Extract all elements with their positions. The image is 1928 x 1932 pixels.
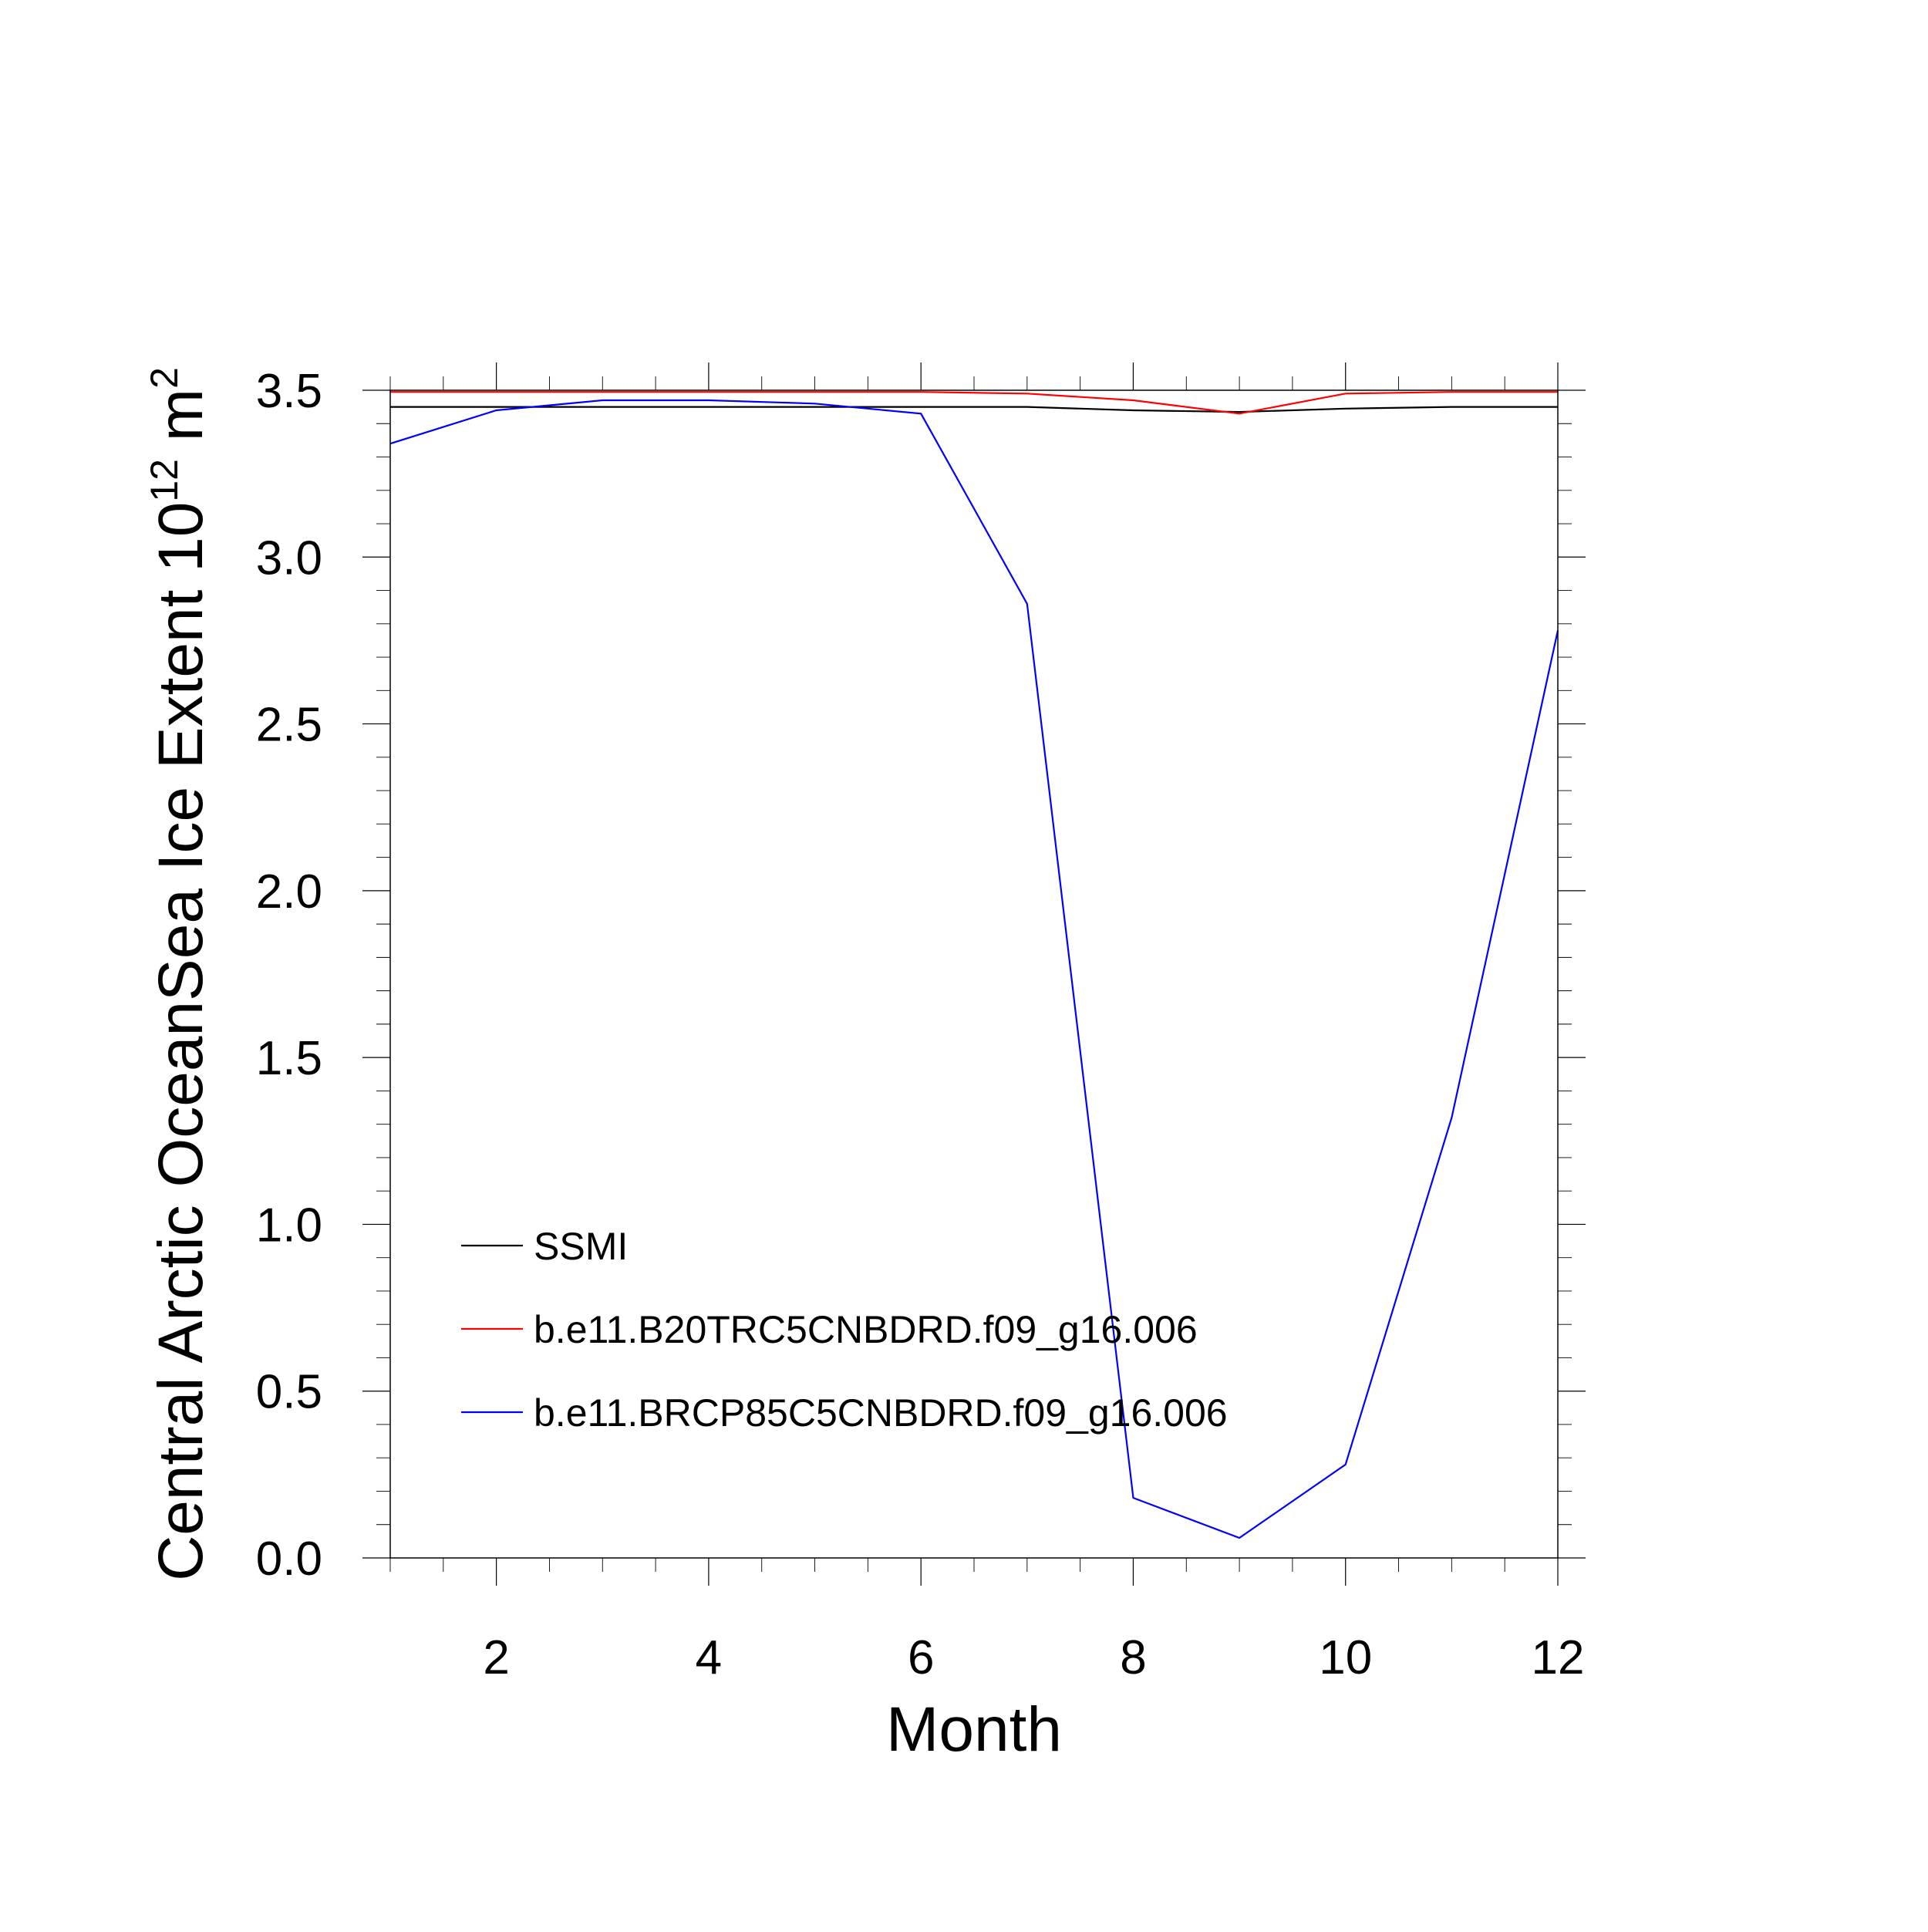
y-tick-label: 3.5	[256, 365, 322, 418]
series-line-1	[390, 406, 1558, 413]
y-tick-label: 0.5	[256, 1366, 322, 1419]
y-axis-label-spacer	[146, 441, 216, 459]
series-line-2	[390, 391, 1558, 415]
x-tick-label: 8	[1120, 1631, 1146, 1684]
tick-labels: 2 4 6 8 10 12 0.0 0.5 1.0 1.5 2.0 2.5 3.0 3.5	[256, 365, 1585, 1684]
x-tick-label: 2	[483, 1631, 509, 1684]
y-axis-label: Central Arctic OceanSea Ice Extent 1012 …	[143, 367, 216, 1581]
y-axis-label-exponent: 12	[143, 459, 186, 502]
series-line-3	[389, 399, 1559, 1539]
x-tick-label: 12	[1532, 1631, 1585, 1684]
x-tick-label: 6	[908, 1631, 934, 1684]
y-tick-label: 2.5	[256, 699, 322, 752]
y-tick-label: 0.0	[256, 1532, 322, 1586]
y-axis-label-text: Central Arctic OceanSea Ice Extent 10	[146, 502, 216, 1581]
series-lines	[389, 391, 1559, 1539]
x-axis-label: Month	[886, 1694, 1062, 1765]
y-tick-label: 1.0	[256, 1199, 322, 1252]
y-tick-label: 3.0	[256, 531, 322, 585]
axis-ticks	[362, 362, 1586, 1586]
y-tick-label: 2.0	[256, 865, 322, 919]
x-tick-label: 4	[696, 1631, 722, 1684]
plot-frame	[389, 389, 1559, 1559]
x-tick-label: 10	[1319, 1631, 1372, 1684]
y-axis-label-unit-exponent: 2	[143, 367, 186, 389]
y-axis-label-unit: m	[146, 389, 216, 441]
legend-label-1: SSMI	[534, 1225, 628, 1268]
y-tick-label: 1.5	[256, 1032, 322, 1085]
legend-label-2: b.e11.B20TRC5CNBDRD.f09_g16.006	[534, 1308, 1198, 1351]
legend: SSMI b.e11.B20TRC5CNBDRD.f09_g16.006 b.e11…	[461, 1225, 1228, 1435]
legend-label-3: b.e11.BRCP85C5CNBDRD.f09_g16.006	[534, 1391, 1228, 1435]
